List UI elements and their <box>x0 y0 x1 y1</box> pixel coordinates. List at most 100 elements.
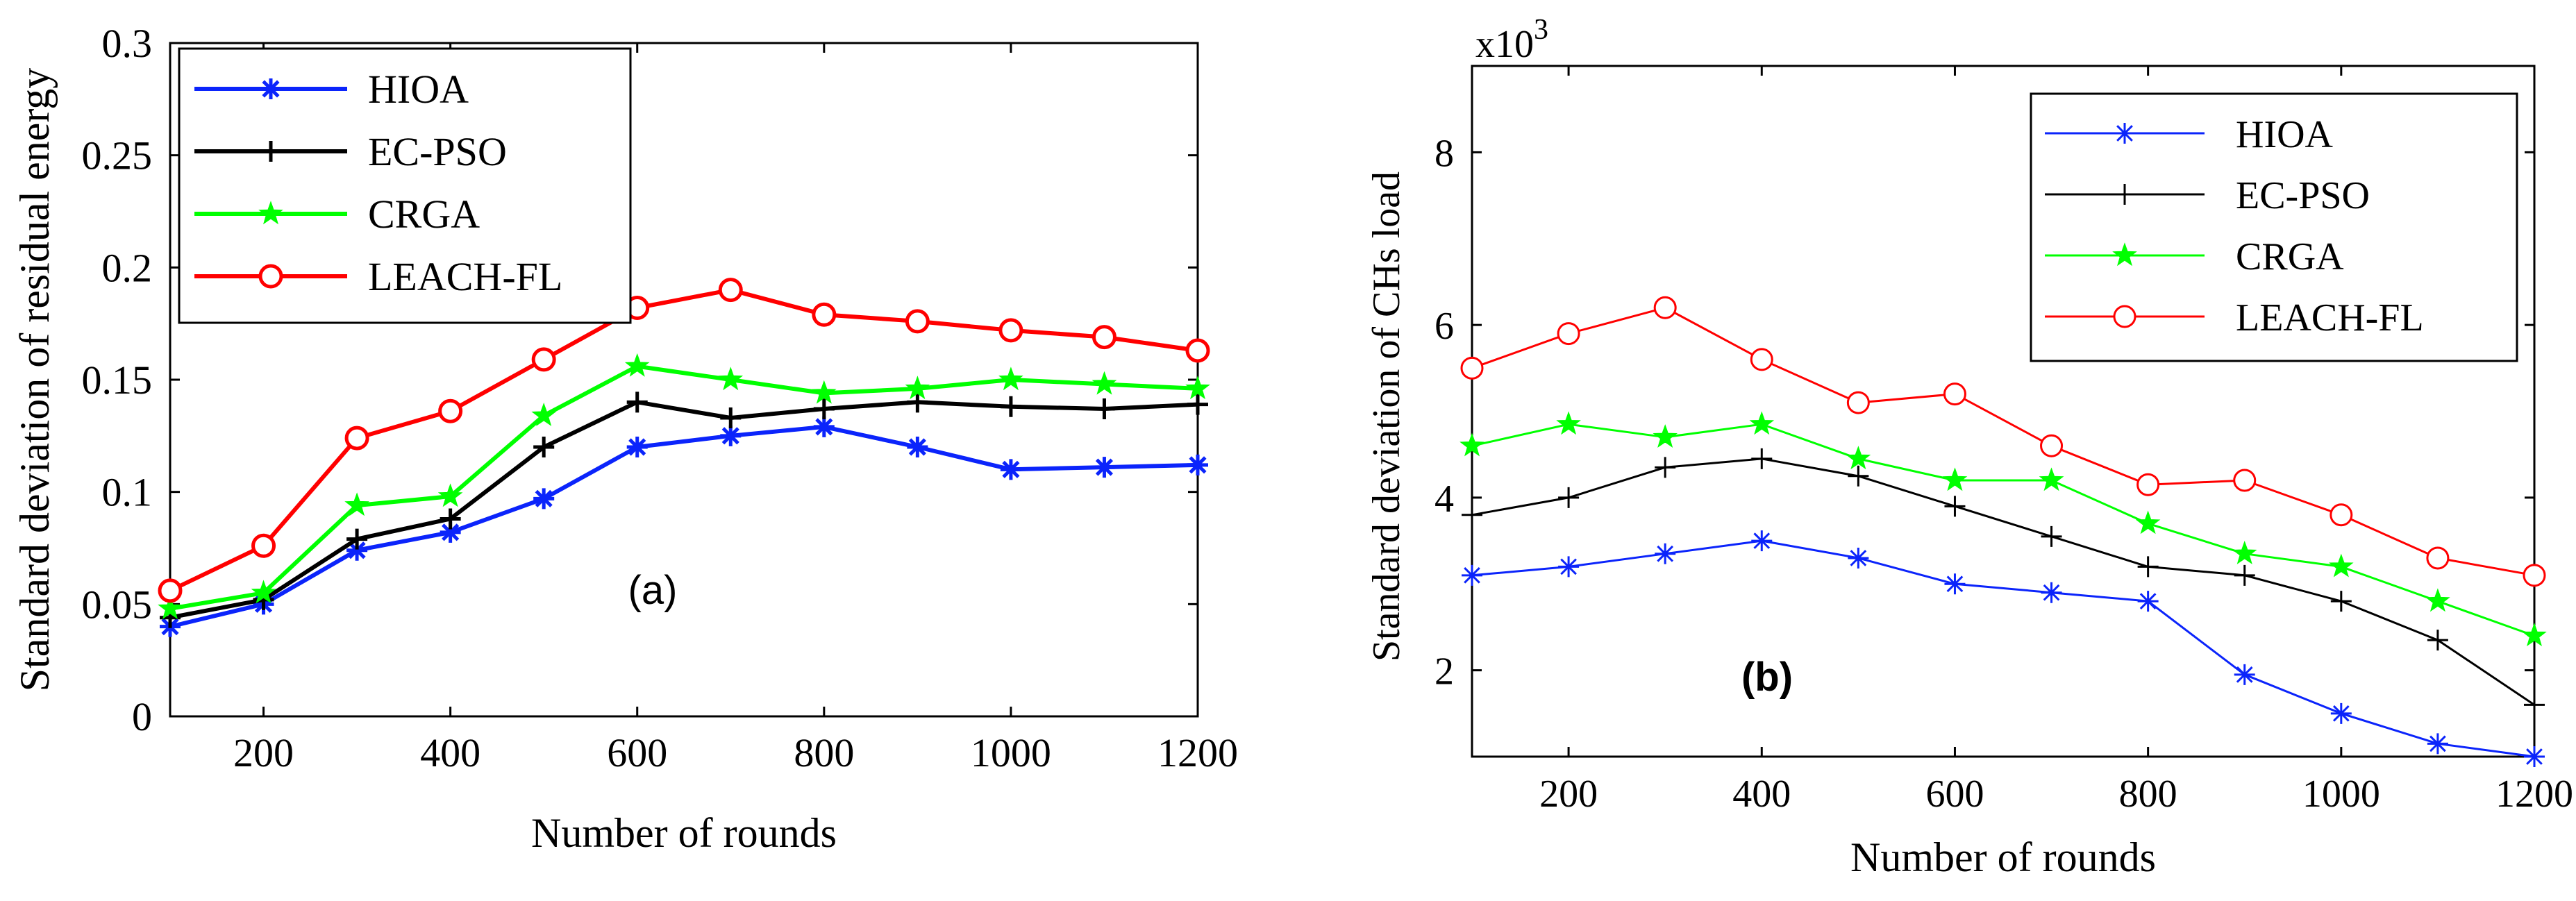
data-point-leach-fl <box>251 533 276 558</box>
x-tick-label: 800 <box>2119 773 2177 816</box>
y-multiplier-b: x103 <box>1475 14 1548 66</box>
data-point-hioa <box>1000 459 1021 480</box>
data-point-hioa <box>2137 591 2159 612</box>
x-tick-label: 200 <box>1539 773 1598 816</box>
legend-item-leach-fl: LEACH-FL <box>194 254 562 299</box>
data-point-ec-pso <box>2234 564 2255 586</box>
data-point-leach-fl <box>344 426 369 450</box>
data-point-crga <box>998 367 1023 391</box>
series-line-hioa <box>1471 539 2535 758</box>
legend-marker-leach-fl <box>258 264 283 289</box>
data-point-crga <box>811 380 837 404</box>
data-point-crga <box>2135 510 2161 534</box>
legend-b: HIOA EC-PSO CRGA LEACH-FL <box>2030 92 2518 362</box>
data-point-leach-fl <box>531 347 556 372</box>
legend-item-crga: CRGA <box>2045 235 2344 278</box>
data-point-leach-fl <box>1943 382 1966 406</box>
data-point-ec-pso <box>907 391 928 413</box>
data-point-ec-pso <box>1944 496 1966 517</box>
data-point-hioa <box>1187 454 1208 475</box>
x-tick-label: 1200 <box>1157 730 1238 775</box>
data-point-crga <box>2232 541 2257 564</box>
data-point-hioa <box>1751 530 1773 552</box>
data-point-crga <box>1749 411 1775 435</box>
series-ec-pso <box>1462 448 2545 716</box>
legend-marker-hioa <box>260 78 281 99</box>
x-tick-label: 1200 <box>2495 773 2573 816</box>
x-tick-label: 1000 <box>971 730 1051 775</box>
data-point-crga <box>531 403 557 426</box>
data-point-crga <box>1092 371 1117 395</box>
data-point-crga <box>1556 411 1581 435</box>
y-tick-label: 0.2 <box>102 245 153 290</box>
data-point-leach-fl <box>1557 322 1580 346</box>
series-line-hioa <box>169 424 1198 629</box>
series-line-leach-fl <box>169 287 1198 593</box>
data-point-leach-fl <box>438 398 463 423</box>
data-point-crga <box>2425 588 2450 612</box>
series-line-ec-pso <box>169 400 1198 620</box>
y-tick-label: 0.05 <box>82 582 153 627</box>
y-tick-label: 6 <box>1435 305 1454 348</box>
y-tick-label: 4 <box>1435 478 1454 521</box>
data-point-leach-fl <box>2040 434 2064 457</box>
data-point-leach-fl <box>1460 356 1484 380</box>
series-crga <box>158 353 1210 620</box>
legend-label: LEACH-FL <box>2236 296 2424 339</box>
y-tick-label: 8 <box>1435 132 1454 175</box>
x-tick-label: 600 <box>607 730 667 775</box>
x-tick-label: 800 <box>794 730 854 775</box>
data-point-hioa <box>346 539 368 561</box>
series-leach-fl <box>1460 296 2546 587</box>
x-axis-title-b: Number of rounds <box>1850 834 2156 880</box>
x-tick-label: 400 <box>420 730 480 775</box>
data-point-ec-pso <box>1000 396 1021 417</box>
legend-item-leach-fl: LEACH-FL <box>2045 296 2424 339</box>
legend-label: LEACH-FL <box>368 254 562 299</box>
y-tick-label: 0.3 <box>102 21 153 66</box>
data-point-ec-pso <box>1848 465 1869 487</box>
data-point-leach-fl <box>2330 503 2353 527</box>
data-point-ec-pso <box>440 508 461 530</box>
legend-marker-leach-fl <box>2113 305 2136 328</box>
data-point-hioa <box>1462 564 1482 586</box>
series-leach-fl <box>158 278 1210 603</box>
data-point-leach-fl <box>812 302 837 327</box>
data-point-ec-pso <box>1187 394 1208 415</box>
data-point-leach-fl <box>905 309 930 334</box>
data-point-hioa <box>2427 733 2448 755</box>
y-axis-title-a: Standard deviation of residual energy <box>12 68 58 692</box>
data-point-crga <box>2039 467 2064 491</box>
panel-label-b: (b) <box>1741 655 1793 700</box>
data-point-ec-pso <box>1462 504 1482 525</box>
data-point-leach-fl <box>718 278 743 303</box>
data-point-leach-fl <box>1185 338 1210 363</box>
legend-item-hioa: HIOA <box>2045 113 2334 156</box>
legend-label: EC-PSO <box>368 129 507 174</box>
y-tick-label: 0 <box>132 694 152 739</box>
legend-item-ec-pso: EC-PSO <box>194 129 507 174</box>
y-tick-label: 0.15 <box>82 357 153 403</box>
x-tick-label: 1000 <box>2302 773 2380 816</box>
legend-label: EC-PSO <box>2236 174 2370 217</box>
data-point-hioa <box>813 416 835 437</box>
data-point-hioa <box>440 521 461 543</box>
x-axis-title-a: Number of rounds <box>531 810 837 856</box>
data-point-ec-pso <box>2524 694 2545 716</box>
data-point-ec-pso <box>813 398 835 420</box>
data-point-ec-pso <box>1751 448 1773 469</box>
x-tick-label: 200 <box>233 730 294 775</box>
data-point-crga <box>624 353 650 377</box>
data-point-hioa <box>907 437 928 457</box>
data-point-ec-pso <box>1558 487 1580 508</box>
data-point-hioa <box>2330 702 2352 724</box>
legend-marker-hioa <box>2114 123 2135 144</box>
series-ec-pso <box>160 391 1208 628</box>
data-point-hioa <box>2041 582 2062 603</box>
series-line-leach-fl <box>1471 306 2535 577</box>
data-point-crga <box>1653 424 1678 448</box>
data-point-crga <box>1846 446 1871 470</box>
data-point-hioa <box>1655 543 1676 564</box>
data-point-ec-pso <box>626 391 648 413</box>
